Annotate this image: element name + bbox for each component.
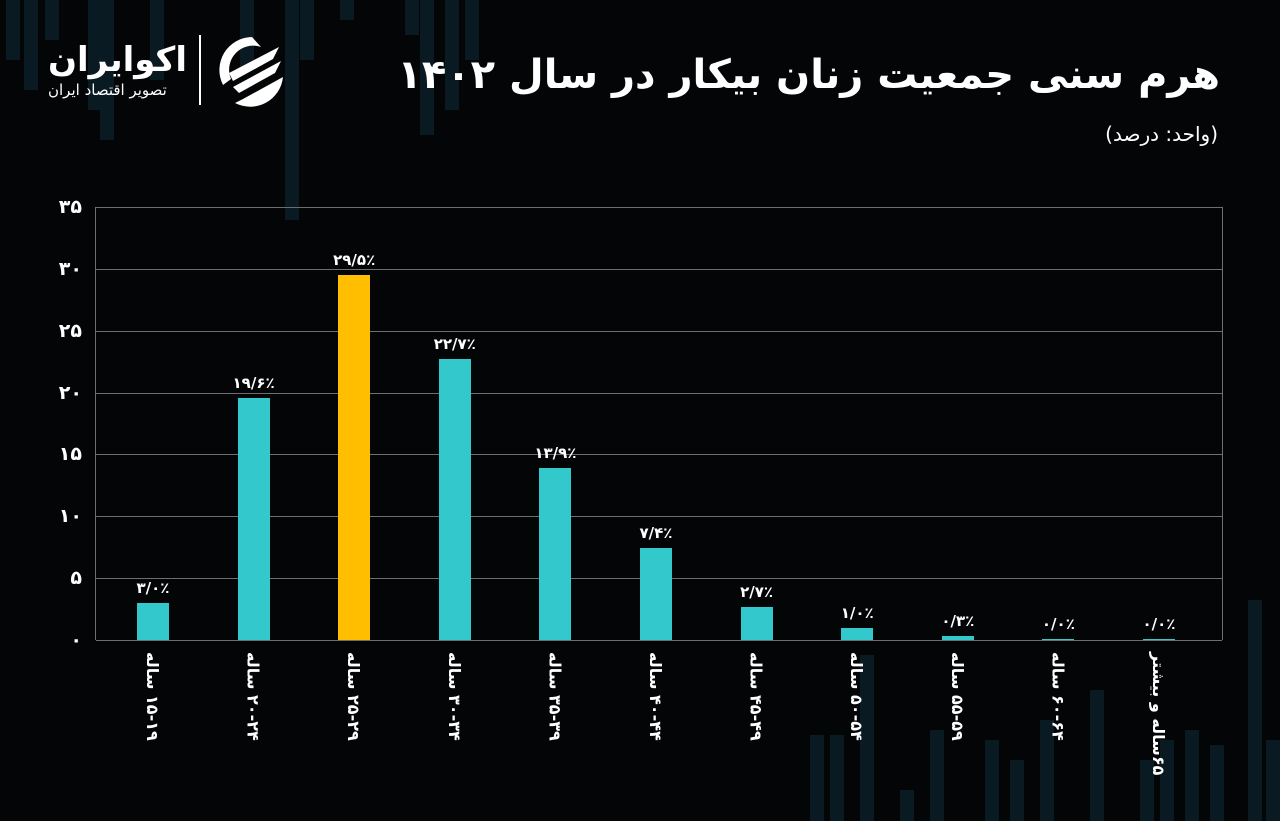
x-category-label: ۶۵ساله و بیشتر [1149,652,1168,776]
bar-value-label: ۲/۷٪ [740,582,774,601]
logo-divider [199,35,201,105]
bar-value-label: ۱۹/۶٪ [232,373,275,392]
y-tick: ۱۰ [58,505,82,527]
bar [438,359,471,640]
bar-value-label: ۰/۳٪ [941,612,975,631]
bar [338,275,371,640]
y-tick: ۳۵ [58,196,82,218]
gridline [96,393,1222,394]
x-axis-line [96,640,1222,641]
y-tick: ۰ [70,629,82,651]
y-tick: ۵ [70,567,82,589]
gridline [96,516,1222,517]
bar [740,606,773,640]
ecoiran-swirl-logo-icon [219,37,283,107]
brand-logo: اکوایران تصویر اقتصاد ایران [48,34,289,107]
brand-text: اکوایران تصویر اقتصاد ایران [48,40,187,100]
bar-value-label: ۱۳/۹٪ [534,444,577,463]
y-tick: ۲۰ [58,382,82,404]
x-category-label: ۵۵-۵۹ ساله [947,652,967,741]
bar-value-label: ۷/۴٪ [639,524,673,543]
bar [539,468,572,640]
bar-value-label: ۰/۰٪ [1041,615,1075,633]
bar-value-label: ۲۲/۷٪ [433,335,476,354]
chart-unit: (واحد: درصد) [1105,122,1218,146]
x-category-label: ۲۰-۲۴ ساله [243,652,263,741]
header: اکوایران تصویر اقتصاد ایران هرم سنی جمعی… [0,0,1280,170]
gridline [96,207,1222,208]
y-tick: ۱۵ [58,443,82,465]
chart-title: هرم سنی جمعیت زنان بیکار در سال ۱۴۰۲ [397,52,1220,98]
x-category-label: ۴۰-۴۴ ساله [646,652,665,741]
x-category-label: ۴۵-۴۹ ساله [746,652,766,741]
x-category-label: ۳۰-۳۴ ساله [444,652,464,741]
bar-value-label: ۱/۰٪ [840,603,874,622]
x-category-label: ۶۰-۶۴ ساله [1048,652,1068,741]
bar [841,627,874,640]
bar [237,397,270,640]
bar [1143,639,1175,640]
bar [1042,639,1075,640]
gridline [96,454,1222,455]
gridline [96,331,1222,332]
bar-value-label: ۰/۰٪ [1142,615,1176,633]
bar [137,602,169,640]
bar [941,636,974,640]
x-category-label: ۱۵-۱۹ ساله [143,652,162,741]
gridline [96,269,1222,270]
bar [640,548,672,640]
x-category-label: ۵۰-۵۴ ساله [847,652,867,741]
y-tick: ۲۵ [58,320,82,342]
y-tick: ۳۰ [58,258,82,280]
bar-value-label: ۳/۰٪ [136,578,170,597]
x-category-label: ۳۵-۳۹ ساله [545,652,565,741]
bar-value-label: ۲۹/۵٪ [333,251,376,270]
brand-subtitle: تصویر اقتصاد ایران [48,81,167,99]
x-category-label: ۲۵-۲۹ ساله [344,652,364,741]
brand-name: اکوایران [48,40,187,80]
